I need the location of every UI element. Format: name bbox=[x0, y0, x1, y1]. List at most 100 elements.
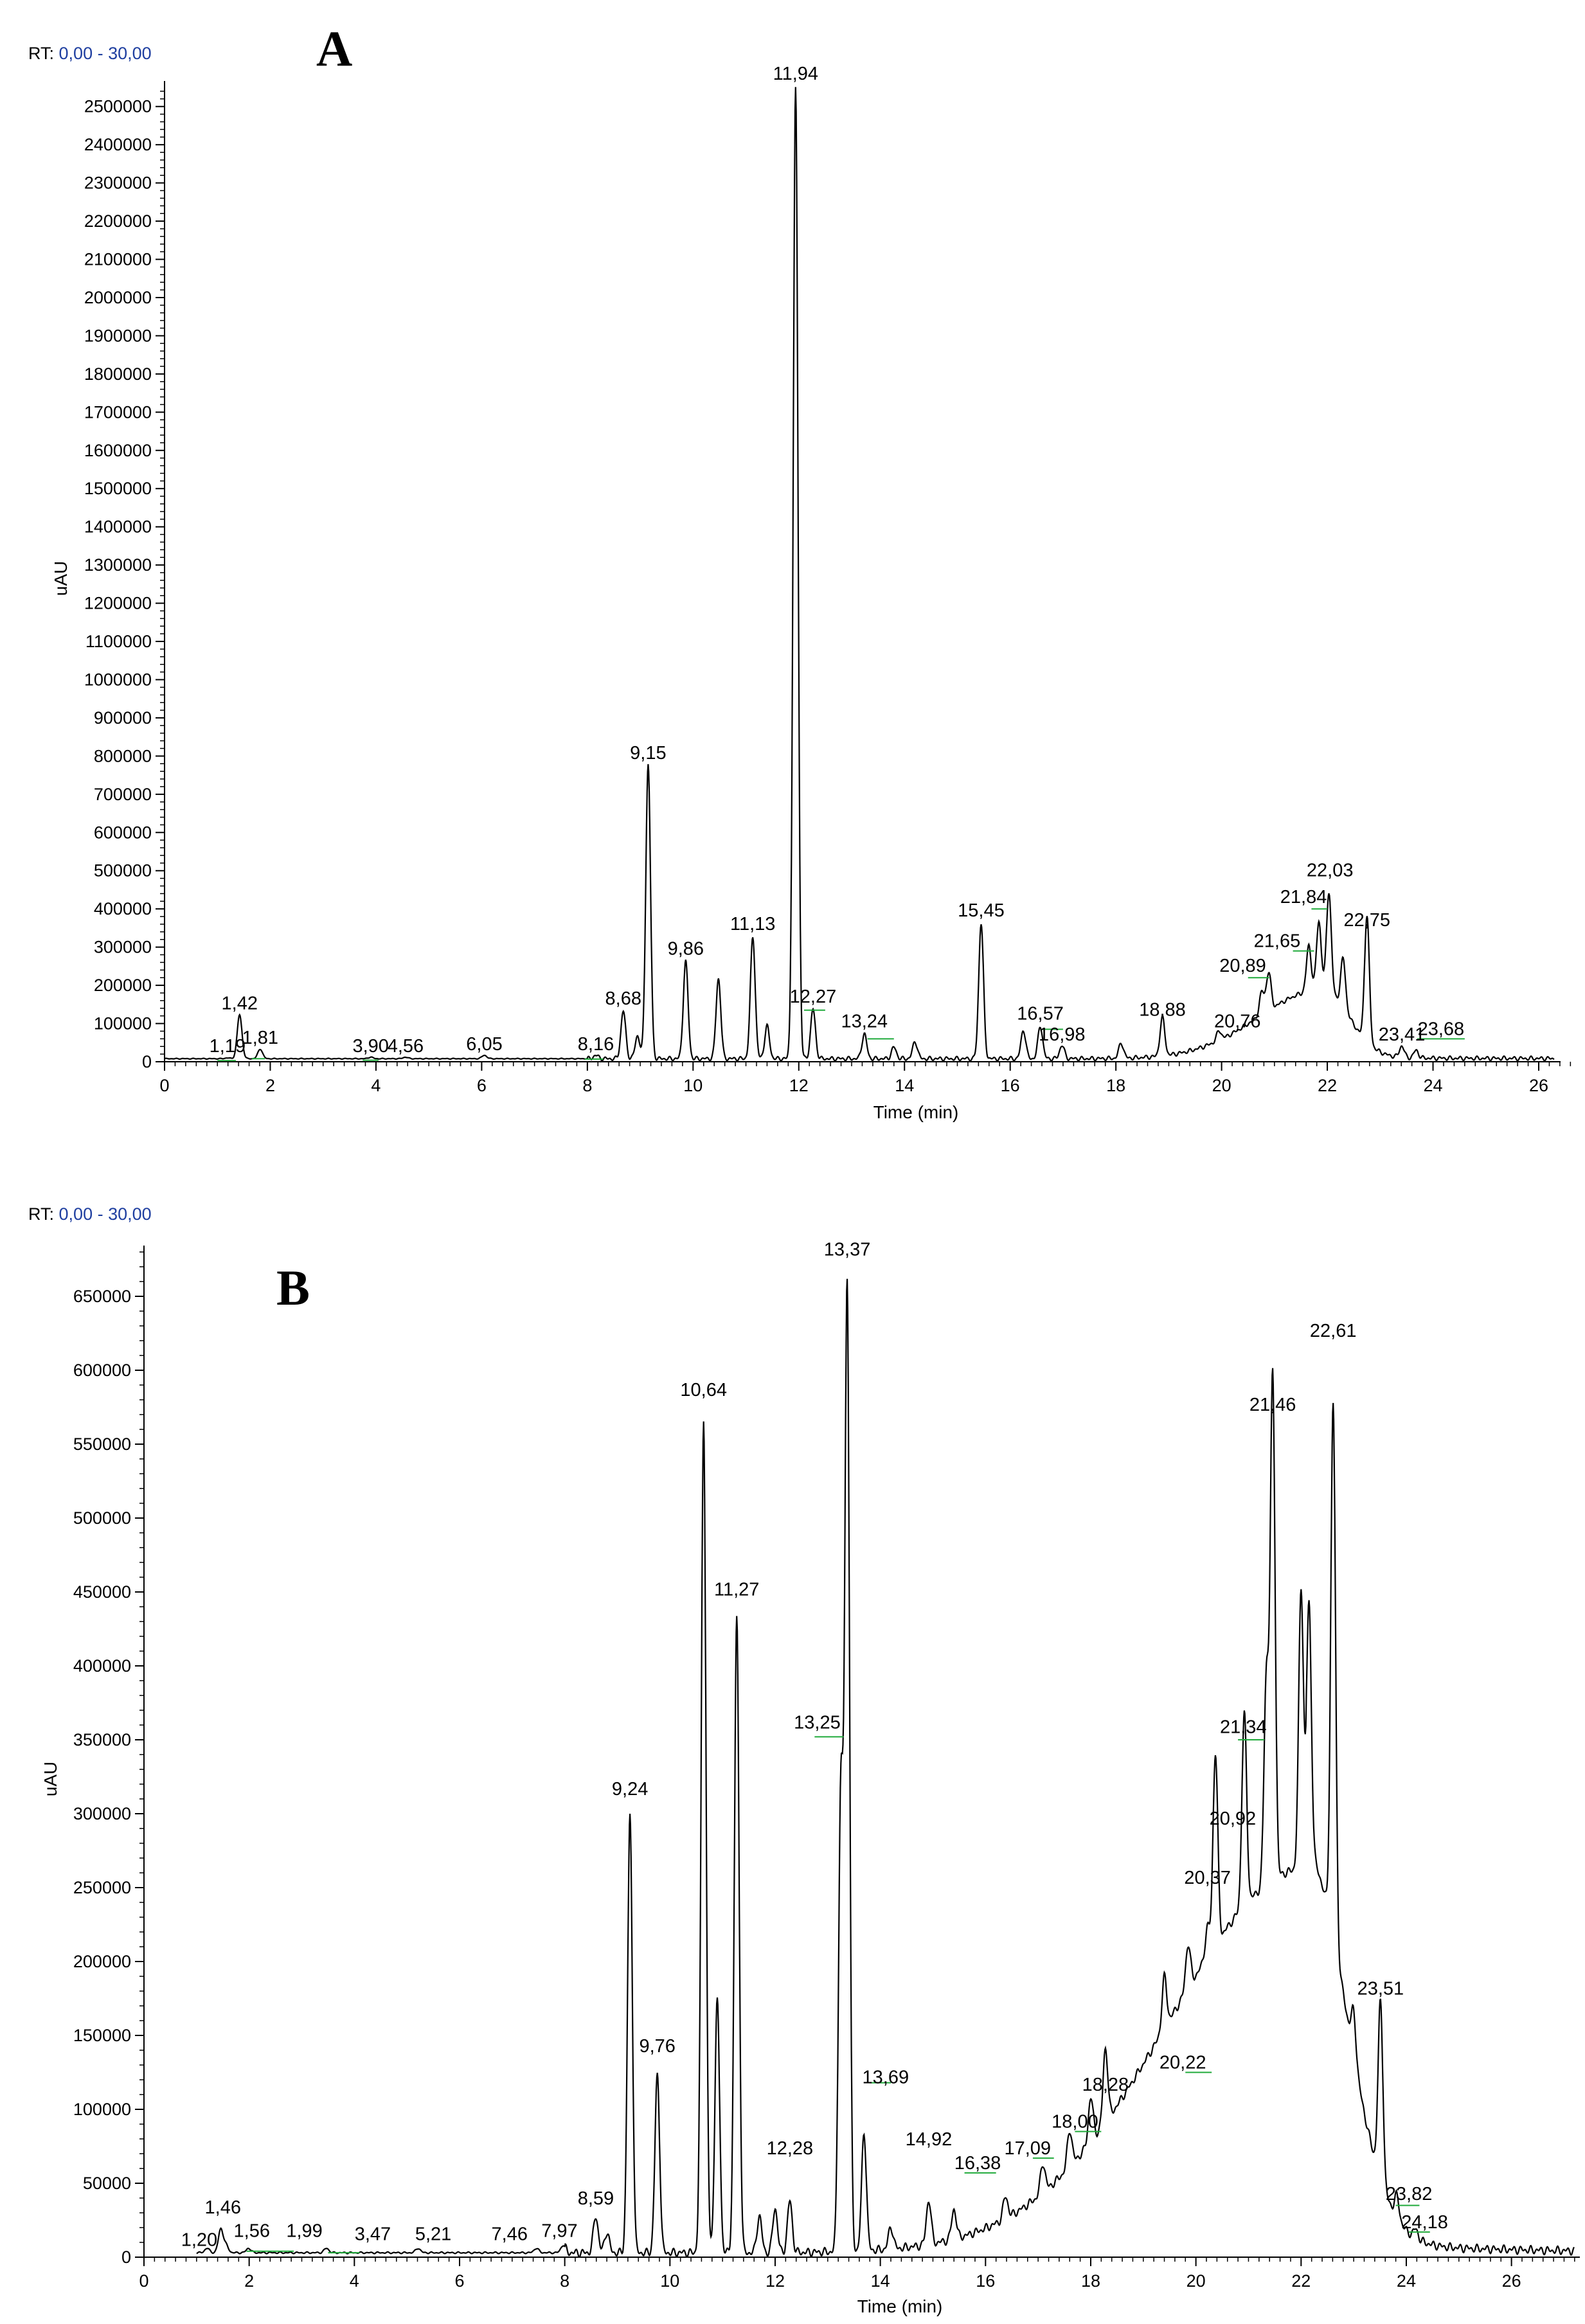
panel-letter-b: B bbox=[276, 1260, 310, 1316]
panel-letter-a: A bbox=[316, 21, 352, 76]
x-tick-label: 16 bbox=[976, 2271, 995, 2291]
x-tick-label: 4 bbox=[350, 2271, 359, 2291]
x-tick-label: 14 bbox=[895, 1076, 914, 1095]
rt-range-label-b: RT: 0,00 - 30,00 bbox=[28, 1204, 152, 1224]
chromatogram-panel-b: RT: 0,00 - 30,00 B Time (min) uAU 0 50000… bbox=[0, 1162, 1585, 2324]
y-tick-label: 0 bbox=[121, 2248, 131, 2267]
y-tick-label: 150000 bbox=[73, 2026, 131, 2045]
y-tick-label: 450000 bbox=[73, 1582, 131, 1602]
x-tick-label: 24 bbox=[1424, 1076, 1443, 1095]
chromatogram-trace-1 bbox=[196, 1278, 1575, 2258]
x-tick-label: 18 bbox=[1106, 1076, 1125, 1095]
peak-label: 9,86 bbox=[668, 938, 704, 959]
y-tick-label: 2000000 bbox=[84, 288, 152, 307]
y-tick-label: 400000 bbox=[73, 1656, 131, 1676]
peak-label: 1,42 bbox=[222, 993, 258, 1014]
x-tick-label: 18 bbox=[1081, 2271, 1100, 2291]
y-tick-label: 0 bbox=[142, 1052, 152, 1071]
peak-label: 16,98 bbox=[1039, 1024, 1086, 1045]
x-tick-label: 8 bbox=[560, 2271, 569, 2291]
y-tick-label: 1000000 bbox=[84, 670, 152, 689]
peak-label: 16,57 bbox=[1017, 1004, 1064, 1024]
x-tick-label: 6 bbox=[477, 1076, 487, 1095]
x-axis-title-a: Time (min) bbox=[873, 1102, 959, 1122]
y-tick-label: 1900000 bbox=[84, 326, 152, 345]
peak-label: 9,15 bbox=[630, 743, 666, 764]
y-tick-label: 1800000 bbox=[84, 364, 152, 384]
peak-label: 12,28 bbox=[767, 2138, 814, 2159]
peak-label: 3,47 bbox=[355, 2224, 391, 2244]
y-tick-label: 1300000 bbox=[84, 555, 152, 575]
y-tick-label: 50000 bbox=[83, 2174, 131, 2193]
y-tick-label: 500000 bbox=[94, 861, 152, 880]
y-tick-label: 500000 bbox=[73, 1508, 131, 1528]
x-tick-label: 26 bbox=[1502, 2271, 1521, 2291]
peak-label: 20,22 bbox=[1160, 2053, 1206, 2073]
peak-label: 8,59 bbox=[578, 2188, 614, 2209]
x-tick-label: 0 bbox=[139, 2271, 148, 2291]
peak-label: 18,88 bbox=[1139, 1000, 1186, 1021]
y-tick-label: 600000 bbox=[94, 823, 152, 842]
peak-label: 23,41 bbox=[1379, 1024, 1426, 1045]
y-axis-title-b: uAU bbox=[40, 1762, 60, 1796]
peak-label: 1,56 bbox=[234, 2221, 270, 2242]
peak-label: 22,75 bbox=[1343, 910, 1390, 931]
peak-label: 11,94 bbox=[773, 64, 818, 84]
peak-label: 21,84 bbox=[1280, 887, 1327, 907]
y-tick-label: 2300000 bbox=[84, 174, 152, 193]
y-tick-label: 350000 bbox=[73, 1730, 131, 1749]
y-tick-label: 200000 bbox=[94, 976, 152, 995]
peak-label: 1,99 bbox=[286, 2221, 322, 2242]
peak-label: 1,46 bbox=[205, 2197, 241, 2218]
y-tick-label: 400000 bbox=[94, 899, 152, 918]
y-tick-label: 1700000 bbox=[84, 402, 152, 422]
y-tick-label: 650000 bbox=[73, 1287, 131, 1306]
x-tick-label: 20 bbox=[1187, 2271, 1206, 2291]
peak-label: 23,68 bbox=[1418, 1019, 1465, 1039]
y-tick-label: 550000 bbox=[73, 1435, 131, 1454]
peak-label: 3,90 bbox=[352, 1036, 388, 1057]
rt-prefix-b: RT: bbox=[28, 1204, 54, 1224]
x-tick-label: 10 bbox=[683, 1076, 703, 1095]
peak-label: 8,16 bbox=[578, 1034, 614, 1055]
y-tick-label: 1500000 bbox=[84, 479, 152, 498]
peak-label: 4,56 bbox=[388, 1036, 424, 1057]
chromatogram-b-svg: RT: 0,00 - 30,00 B Time (min) uAU 0 50000… bbox=[28, 1204, 1580, 2316]
peak-label: 11,27 bbox=[714, 1580, 759, 1600]
x-tick-label: 22 bbox=[1318, 1076, 1337, 1095]
x-tick-label: 10 bbox=[660, 2271, 679, 2291]
x-tick-label: 20 bbox=[1212, 1076, 1231, 1095]
x-tick-label: 0 bbox=[159, 1076, 169, 1095]
x-tick-label: 24 bbox=[1397, 2271, 1416, 2291]
y-tick-label: 300000 bbox=[94, 938, 152, 957]
y-tick-label: 100000 bbox=[94, 1014, 152, 1033]
x-tick-label: 6 bbox=[454, 2271, 464, 2291]
peak-label: 22,03 bbox=[1307, 861, 1354, 881]
peak-label: 12,27 bbox=[790, 987, 837, 1007]
rt-range-value-b: 0,00 - 30,00 bbox=[59, 1204, 152, 1224]
y-tick-label: 2100000 bbox=[84, 250, 152, 269]
peak-label: 20,76 bbox=[1214, 1011, 1261, 1032]
x-tick-label: 14 bbox=[871, 2271, 890, 2291]
x-tick-label: 26 bbox=[1529, 1076, 1548, 1095]
peak-label: 22,61 bbox=[1310, 1321, 1357, 1341]
plot-area-1: 0 50000 100000 150000 200000 250000 300000 3500… bbox=[73, 1240, 1580, 2291]
rt-range-value-a: 0,00 - 30,00 bbox=[59, 44, 152, 63]
peak-label: 20,37 bbox=[1184, 1868, 1231, 1888]
rt-prefix-a: RT: bbox=[28, 44, 54, 63]
x-tick-label: 2 bbox=[265, 1076, 275, 1095]
peak-label: 5,21 bbox=[415, 2224, 451, 2244]
y-tick-label: 2500000 bbox=[84, 97, 152, 116]
y-tick-label: 600000 bbox=[73, 1361, 131, 1380]
peak-label: 8,68 bbox=[605, 988, 641, 1009]
peak-label: 9,76 bbox=[639, 2036, 675, 2057]
y-tick-label: 900000 bbox=[94, 708, 152, 728]
y-tick-label: 700000 bbox=[94, 785, 152, 804]
x-tick-label: 16 bbox=[1001, 1076, 1020, 1095]
y-tick-label: 100000 bbox=[73, 2100, 131, 2119]
peak-label: 16,38 bbox=[954, 2153, 1001, 2174]
peak-label: 13,24 bbox=[841, 1011, 888, 1032]
peak-label: 23,82 bbox=[1386, 2184, 1433, 2204]
y-tick-label: 200000 bbox=[73, 1952, 131, 1971]
peak-label: 7,97 bbox=[541, 2221, 577, 2242]
